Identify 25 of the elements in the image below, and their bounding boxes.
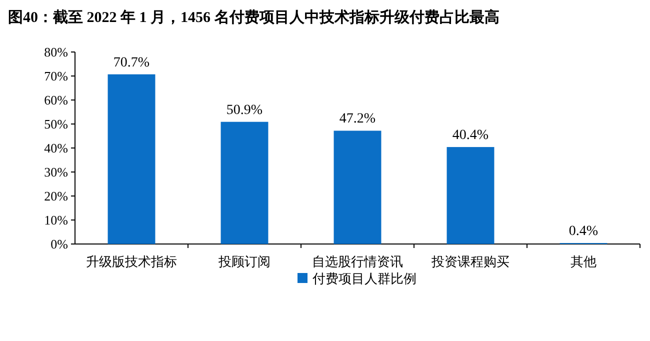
x-tick-label: 其他 <box>570 254 596 269</box>
data-label: 50.9% <box>226 102 263 118</box>
y-tick-label: 0% <box>50 236 68 252</box>
data-label: 40.4% <box>452 128 489 144</box>
y-tick-label: 30% <box>44 164 68 180</box>
bar <box>446 147 494 244</box>
x-tick-label: 投资课程购买 <box>430 254 510 269</box>
bar <box>108 74 156 244</box>
x-tick-label: 自选股行情资讯 <box>312 254 403 269</box>
y-tick-label: 10% <box>44 212 68 228</box>
y-tick-label: 60% <box>44 92 68 108</box>
legend-label: 付费项目人群比例 <box>312 271 416 286</box>
data-label: 0.4% <box>568 224 598 240</box>
bar <box>220 122 268 244</box>
y-tick-label: 40% <box>44 140 68 156</box>
chart-title: 图40：截至 2022 年 1 月，1456 名付费项目人中技术指标升级付费占比最高 <box>8 8 500 26</box>
data-label: 47.2% <box>339 112 376 127</box>
y-tick-label: 70% <box>44 68 68 84</box>
x-tick-label: 投顾订阅 <box>218 254 270 269</box>
y-tick-label: 80% <box>44 44 68 60</box>
data-label: 70.7% <box>113 55 150 70</box>
bar <box>334 130 382 244</box>
y-tick-label: 20% <box>44 188 68 204</box>
x-tick-label: 升级版技术指标 <box>86 254 177 269</box>
y-tick-label: 50% <box>44 116 68 132</box>
